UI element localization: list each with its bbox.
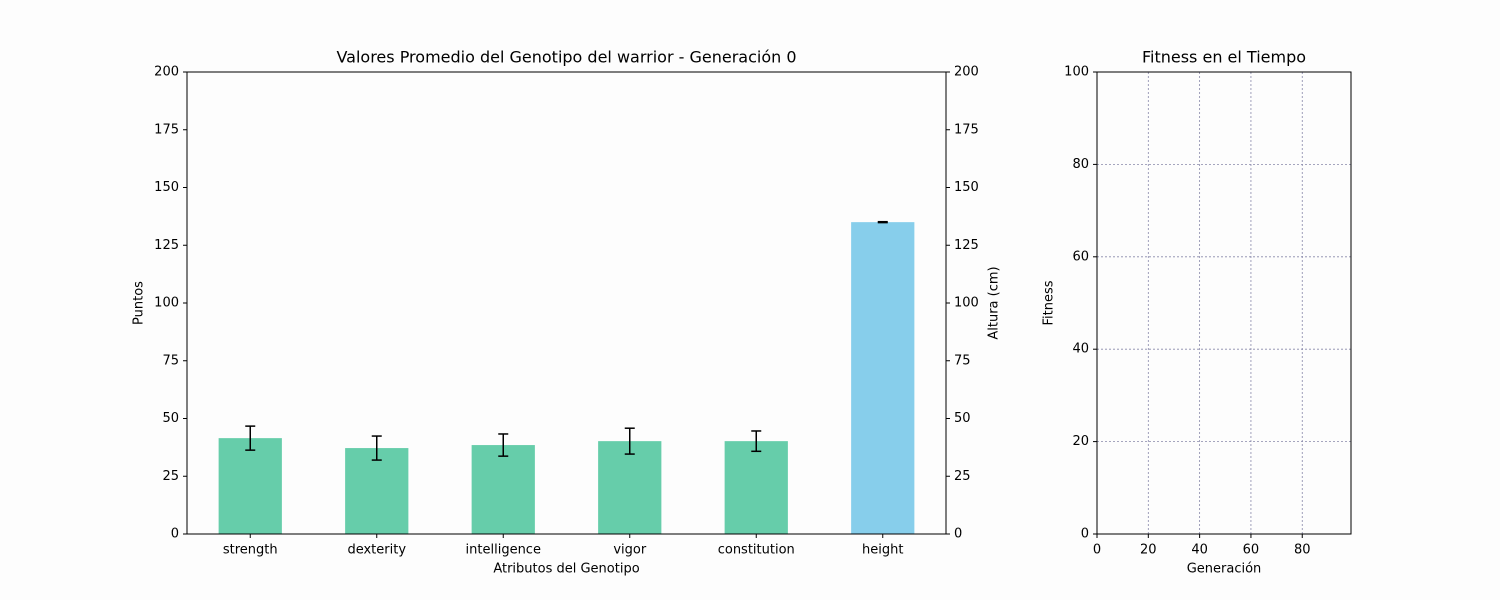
y-tick-label: 100 [154,296,179,311]
plot-frame [186,71,947,535]
y-tick-label: 50 [162,411,179,426]
x-tick-label: 80 [1294,543,1311,558]
chart-title: Valores Promedio del Genotipo del warrio… [336,48,796,67]
x-tick-label: 20 [1140,543,1157,558]
x-tick-label: dexterity [347,543,406,558]
x-axis-label: Generación [1187,562,1262,577]
y-tick-label: 60 [1072,249,1089,264]
x-tick-label: 0 [1093,543,1101,558]
bar [345,448,409,534]
bar [471,445,535,534]
y-tick-label: 150 [154,180,179,195]
y-axis-label: Fitness [1042,280,1057,325]
x-tick-label: intelligence [466,543,541,558]
bar [598,441,662,534]
y2-tick-label: 50 [954,411,971,426]
plot-frame [1096,71,1352,535]
y2-axis-label: Altura (cm) [987,266,1002,339]
y-tick-label: 75 [162,353,179,368]
y2-tick-label: 75 [954,353,971,368]
x-tick-label: constitution [718,543,795,558]
y2-tick-label: 200 [954,65,979,80]
y-tick-label: 0 [171,527,179,542]
y-tick-label: 40 [1072,342,1089,357]
y-tick-label: 0 [1081,527,1089,542]
y-tick-label: 175 [154,122,179,137]
x-tick-label: strength [223,543,278,558]
y-tick-label: 100 [1064,65,1089,80]
x-tick-label: 60 [1243,543,1260,558]
y-tick-label: 25 [162,469,179,484]
y-tick-label: 80 [1072,157,1089,172]
bar [724,441,788,534]
x-tick-label: vigor [613,543,647,558]
y2-tick-label: 0 [954,527,962,542]
bar [851,222,915,534]
x-tick-label: height [862,543,903,558]
x-tick-label: 40 [1191,543,1208,558]
y-tick-label: 125 [154,238,179,253]
x-axis-label: Atributos del Genotipo [493,562,639,577]
y2-tick-label: 100 [954,296,979,311]
y-axis-label: Puntos [132,281,147,325]
y-tick-label: 200 [154,65,179,80]
y-tick-label: 20 [1072,434,1089,449]
chart-title: Fitness en el Tiempo [1142,48,1306,67]
y2-tick-label: 125 [954,238,979,253]
bar [218,438,282,534]
y2-tick-label: 175 [954,122,979,137]
y2-tick-label: 25 [954,469,971,484]
y2-tick-label: 150 [954,180,979,195]
